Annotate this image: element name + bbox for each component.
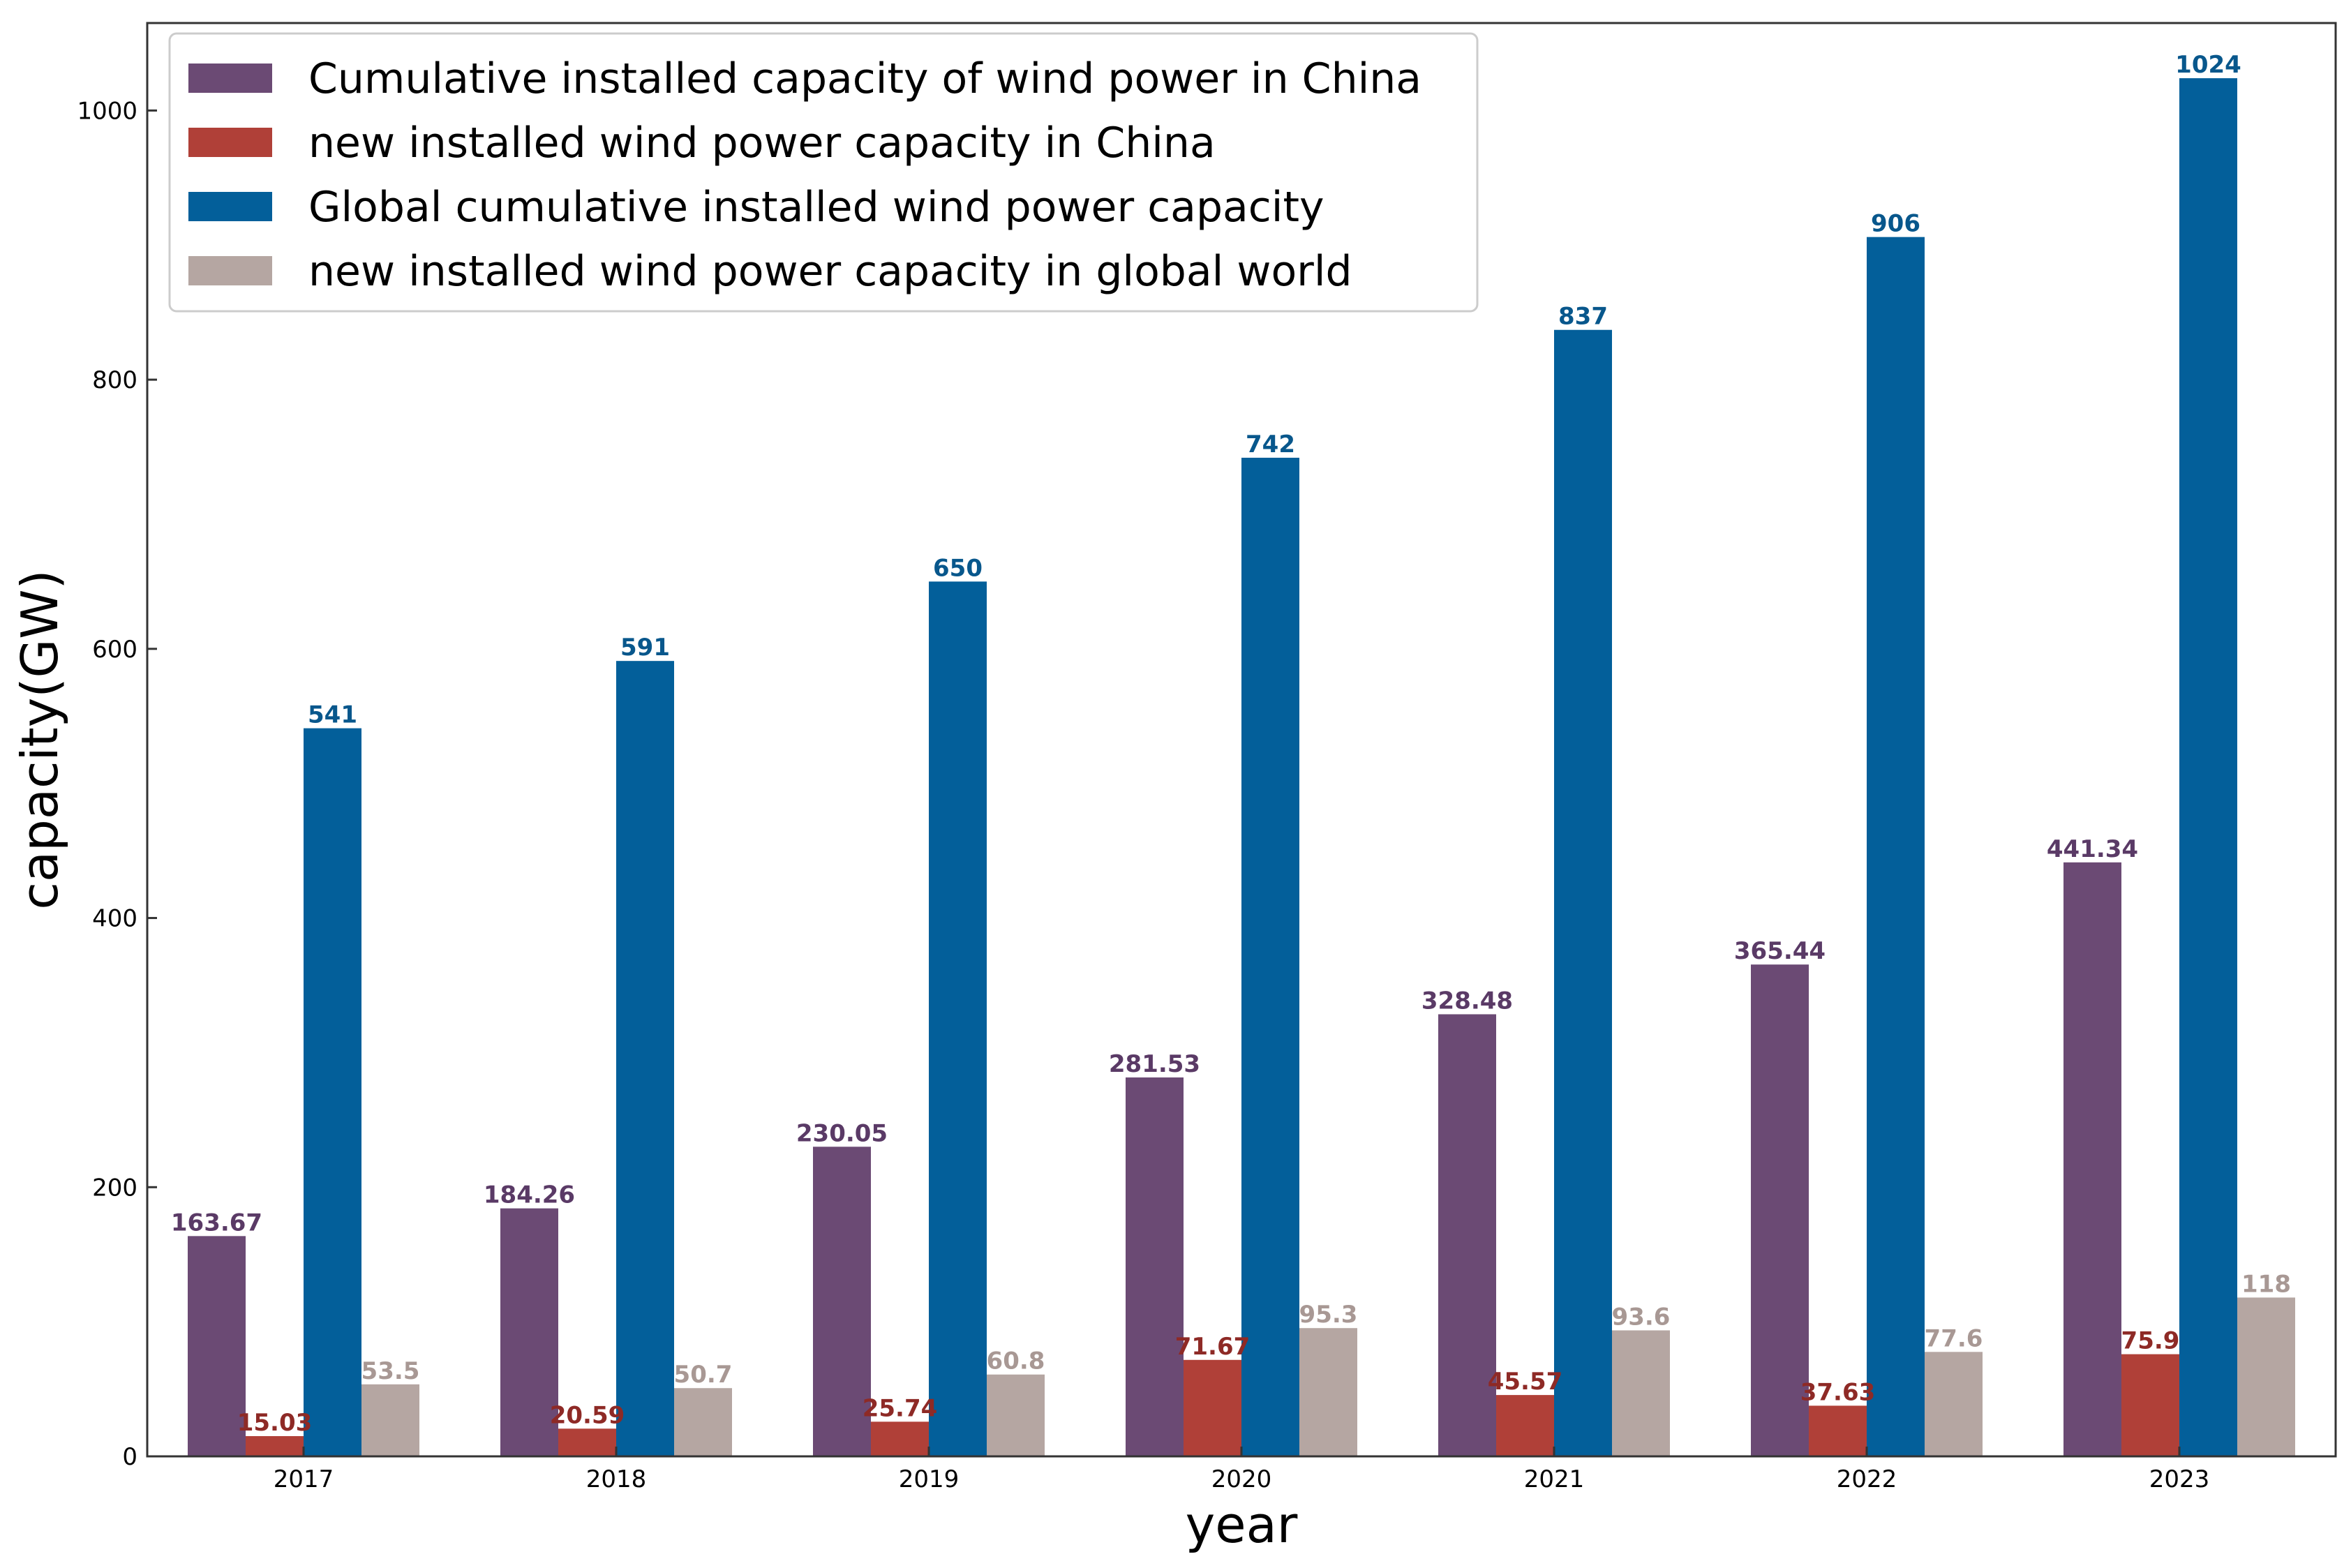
bar-value-label: 328.48 [1421,987,1513,1015]
bar-2019-series-4 [987,1374,1045,1456]
y-axis-title: capacity(GW) [10,569,69,909]
bar-value-label: 906 [1871,210,1920,238]
bar-2019-series-2 [871,1421,929,1456]
bar-value-label: 50.7 [674,1361,733,1389]
x-tick-label: 2019 [899,1465,960,1493]
legend-label: Global cumulative installed wind power c… [308,183,1324,232]
x-tick-label: 2017 [274,1465,334,1493]
bar-2021-series-3 [1554,329,1612,1456]
bar-2020-series-3 [1241,457,1299,1457]
bar-value-label: 93.6 [1612,1303,1671,1331]
legend-swatch [188,256,272,285]
bar-2022-series-2 [1809,1405,1867,1456]
y-axis-ticks: 0 200 400 600 800 1000 [77,97,157,1471]
bar-2020-series-1 [1126,1077,1184,1456]
x-axis-ticks: 2017 2018 2019 2020 2021 2022 2023 [274,1447,2210,1493]
bar-value-label: 184.26 [484,1181,575,1209]
bars [188,78,2295,1457]
x-tick-label: 2022 [1837,1465,1897,1493]
bar-value-label: 281.53 [1109,1050,1200,1078]
legend-label: new installed wind power capacity in glo… [308,247,1352,296]
bar-value-label: 45.57 [1488,1368,1563,1396]
bar-value-label: 37.63 [1800,1378,1876,1406]
bar-2017-series-2 [246,1436,304,1456]
y-tick-label: 400 [92,905,137,933]
bar-2017-series-3 [304,728,361,1456]
bar-2018-series-1 [500,1208,558,1456]
bar-value-labels: 163.67 15.03 541 53.5 184.26 20.59 591 50.7 230.… [171,51,2291,1437]
x-tick-label: 2023 [2149,1465,2210,1493]
bar-value-label: 77.6 [1925,1324,1983,1352]
legend-swatch [188,192,272,221]
bar-value-label: 742 [1246,431,1295,458]
legend-swatch [188,128,272,157]
bar-value-label: 20.59 [550,1401,625,1429]
bar-value-label: 75.9 [2121,1327,2180,1355]
bar-2017-series-1 [188,1236,246,1456]
bar-2023-series-1 [2063,862,2121,1456]
bar-2023-series-4 [2237,1297,2295,1456]
legend-box [168,32,1479,313]
y-tick-label: 200 [92,1174,137,1202]
y-tick-label: 800 [92,366,137,394]
bar-value-label: 163.67 [171,1209,262,1237]
bar-value-label: 95.3 [1299,1301,1358,1329]
x-tick-label: 2021 [1524,1465,1585,1493]
bar-value-label: 441.34 [2047,835,2138,863]
legend-label: Cumulative installed capacity of wind po… [308,54,1421,103]
y-tick-label: 1000 [77,97,137,125]
bar-2019-series-3 [929,581,987,1456]
bar-2019-series-1 [813,1147,871,1456]
bar-value-label: 118 [2241,1270,2291,1298]
bar-value-label: 541 [308,701,357,729]
bar-2021-series-4 [1612,1330,1670,1456]
legend: Cumulative installed capacity of wind po… [168,32,1479,313]
legend-swatch [188,64,272,93]
bar-2018-series-2 [558,1428,616,1456]
bar-value-label: 837 [1558,303,1608,331]
bar-value-label: 1024 [2175,51,2241,79]
y-tick-label: 600 [92,636,137,664]
legend-label: new installed wind power capacity in Chi… [308,119,1216,167]
bar-value-label: 591 [620,634,670,662]
x-tick-label: 2020 [1211,1465,1272,1493]
bar-2020-series-4 [1299,1328,1357,1456]
bar-2021-series-1 [1438,1014,1496,1456]
bar-2023-series-2 [2121,1354,2179,1456]
bar-value-label: 230.05 [796,1119,888,1147]
bar-2023-series-3 [2179,78,2237,1456]
x-tick-label: 2018 [586,1465,647,1493]
bar-value-label: 650 [933,554,983,582]
bar-value-label: 71.67 [1175,1333,1251,1361]
bar-2017-series-4 [361,1384,419,1456]
bar-value-label: 53.5 [361,1357,420,1385]
bar-2020-series-2 [1184,1359,1241,1456]
bar-value-label: 15.03 [237,1409,313,1437]
bar-2018-series-3 [616,661,674,1457]
bar-2018-series-4 [674,1388,732,1456]
bar-value-label: 365.44 [1734,937,1826,965]
bar-2022-series-3 [1867,237,1925,1456]
bar-2022-series-4 [1925,1352,1983,1456]
bar-2021-series-2 [1496,1395,1554,1456]
bar-2022-series-1 [1751,964,1809,1456]
bar-value-label: 60.8 [987,1347,1045,1375]
y-tick-label: 0 [122,1443,137,1471]
x-axis-title: year [1186,1495,1298,1554]
bar-value-label: 25.74 [863,1394,938,1422]
